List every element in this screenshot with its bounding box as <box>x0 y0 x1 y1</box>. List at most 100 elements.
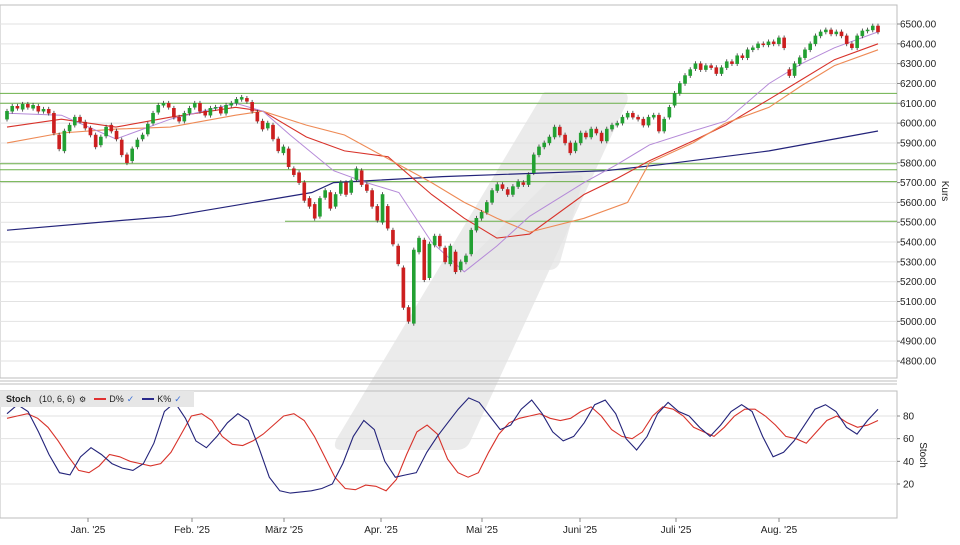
x-tick-label: Mai '25 <box>466 525 498 536</box>
candle-body <box>219 107 223 114</box>
candle-body <box>657 114 661 132</box>
candle-body <box>344 182 348 195</box>
candle-body <box>516 181 520 187</box>
price-tick-label: 6400.00 <box>900 39 937 50</box>
candle-body <box>672 93 677 106</box>
candle-body <box>72 116 77 126</box>
stoch-d-line <box>6 406 879 492</box>
candle-body <box>693 63 698 69</box>
candle-body <box>531 154 536 173</box>
candle-body <box>312 204 317 219</box>
candle-body <box>198 103 202 112</box>
candle-body <box>698 63 703 70</box>
candle-body <box>130 148 134 162</box>
candle-body <box>782 37 786 49</box>
candle-body <box>636 116 640 120</box>
candle-body <box>829 29 833 35</box>
candle-body <box>187 108 192 114</box>
candle-body <box>813 35 818 45</box>
price-tick-label: 5400.00 <box>900 238 937 249</box>
price-tick-label: 5500.00 <box>900 218 937 229</box>
candle-body <box>333 194 338 207</box>
candle-body <box>688 69 693 76</box>
legend-item-k[interactable]: K% ✓ <box>142 394 182 405</box>
candle-body <box>563 134 567 144</box>
candle-body <box>709 65 713 68</box>
candle-body <box>380 194 385 223</box>
price-axis: 6500.00 6400.00 6300.00 6200.00 6100.00 6000.… <box>897 20 950 368</box>
candle-body <box>192 103 197 108</box>
price-grid <box>0 4 898 385</box>
candle-body <box>526 174 531 185</box>
candle-body <box>385 206 390 229</box>
candle-body <box>651 114 656 118</box>
stoch-legend-params: (10, 6, 6) <box>39 394 76 404</box>
legend-item-d[interactable]: D% ✓ <box>94 394 134 405</box>
candle-body <box>323 190 327 198</box>
legend-swatch-d <box>94 398 107 400</box>
candle-body <box>140 134 145 140</box>
candle-body <box>239 97 244 100</box>
candle-body <box>5 110 9 120</box>
candle-body <box>766 41 771 46</box>
candle-body <box>359 170 364 185</box>
candle-body <box>338 182 343 194</box>
candle-body <box>93 134 98 148</box>
candle-body <box>438 235 442 247</box>
candle-body <box>146 123 150 135</box>
price-tick-label: 4900.00 <box>900 337 937 348</box>
price-tick-label: 6300.00 <box>900 59 937 70</box>
x-tick-label: Juli '25 <box>661 525 692 536</box>
candle-body <box>511 186 515 195</box>
candle-body <box>166 103 171 108</box>
candle-body <box>469 229 474 255</box>
gear-icon[interactable]: ⚙ <box>79 394 87 404</box>
candle-body <box>719 67 724 74</box>
price-tick-label: 5100.00 <box>900 297 937 308</box>
candle-body <box>276 138 281 152</box>
candle-body <box>365 184 369 191</box>
candle-body <box>865 29 870 32</box>
candle-body <box>182 112 187 122</box>
stoch-legend: Stoch (10, 6, 6) ⚙ D% ✓ K% ✓ <box>0 391 194 407</box>
candle-body <box>876 25 880 33</box>
candle-body <box>667 107 672 118</box>
candle-body <box>370 190 374 207</box>
candle-body <box>10 106 15 112</box>
candle-body <box>135 139 140 148</box>
candle-body <box>432 235 437 246</box>
price-tick-label: 5200.00 <box>900 277 937 288</box>
candle-body <box>396 245 400 265</box>
candle-body <box>704 65 708 70</box>
candle-body <box>578 132 583 144</box>
candle-body <box>844 35 849 45</box>
stoch-grid <box>0 390 898 519</box>
candle-body <box>213 107 218 109</box>
support-resistance-levels <box>0 92 897 222</box>
candle-body <box>318 198 322 217</box>
candle-body <box>422 239 427 280</box>
candle-body <box>870 25 875 31</box>
candle-body <box>542 142 547 148</box>
x-tick-label: Juni '25 <box>563 525 598 536</box>
candle-body <box>604 128 609 142</box>
candle-body <box>777 37 781 45</box>
candle-body <box>375 206 380 221</box>
price-tick-label: 5700.00 <box>900 178 937 189</box>
candle-body <box>547 136 552 144</box>
candle-body <box>234 99 239 104</box>
candle-body <box>505 189 510 195</box>
candle-body <box>78 116 82 122</box>
candle-body <box>245 98 249 102</box>
candle-body <box>808 43 813 51</box>
candle-body <box>620 116 625 124</box>
candle-body <box>286 148 291 167</box>
candle-body <box>411 249 416 324</box>
candle-body <box>610 124 614 130</box>
price-tick-label: 4800.00 <box>900 357 937 368</box>
price-tick-label: 5000.00 <box>900 317 937 328</box>
stoch-tick-label: 80 <box>903 412 915 423</box>
candle-body <box>31 105 35 109</box>
